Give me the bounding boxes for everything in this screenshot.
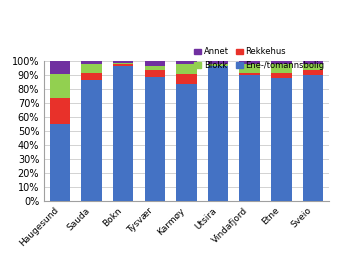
Bar: [303, 70, 323, 75]
Bar: [303, 64, 323, 70]
Bar: [208, 64, 228, 66]
Bar: [113, 61, 134, 63]
Bar: [49, 74, 70, 98]
Bar: [271, 61, 292, 64]
Bar: [271, 64, 292, 73]
Bar: [176, 64, 197, 74]
Bar: [303, 61, 323, 64]
Bar: [239, 73, 260, 75]
Bar: [208, 66, 228, 201]
Bar: [49, 98, 70, 124]
Bar: [303, 75, 323, 201]
Bar: [271, 73, 292, 78]
Legend: Annet, Blokk, Rekkehus, Ene-/tomannsbolig: Annet, Blokk, Rekkehus, Ene-/tomannsboli…: [194, 47, 325, 69]
Bar: [176, 84, 197, 201]
Bar: [81, 64, 102, 73]
Bar: [208, 61, 228, 64]
Bar: [144, 61, 165, 66]
Bar: [113, 64, 134, 66]
Bar: [239, 64, 260, 73]
Bar: [271, 78, 292, 201]
Bar: [144, 77, 165, 201]
Bar: [176, 61, 197, 64]
Bar: [49, 61, 70, 74]
Bar: [144, 66, 165, 70]
Bar: [81, 73, 102, 80]
Bar: [81, 61, 102, 64]
Bar: [176, 74, 197, 84]
Bar: [239, 61, 260, 64]
Bar: [81, 80, 102, 201]
Bar: [113, 66, 134, 201]
Bar: [113, 63, 134, 64]
Bar: [49, 124, 70, 201]
Bar: [239, 75, 260, 201]
Bar: [144, 70, 165, 77]
